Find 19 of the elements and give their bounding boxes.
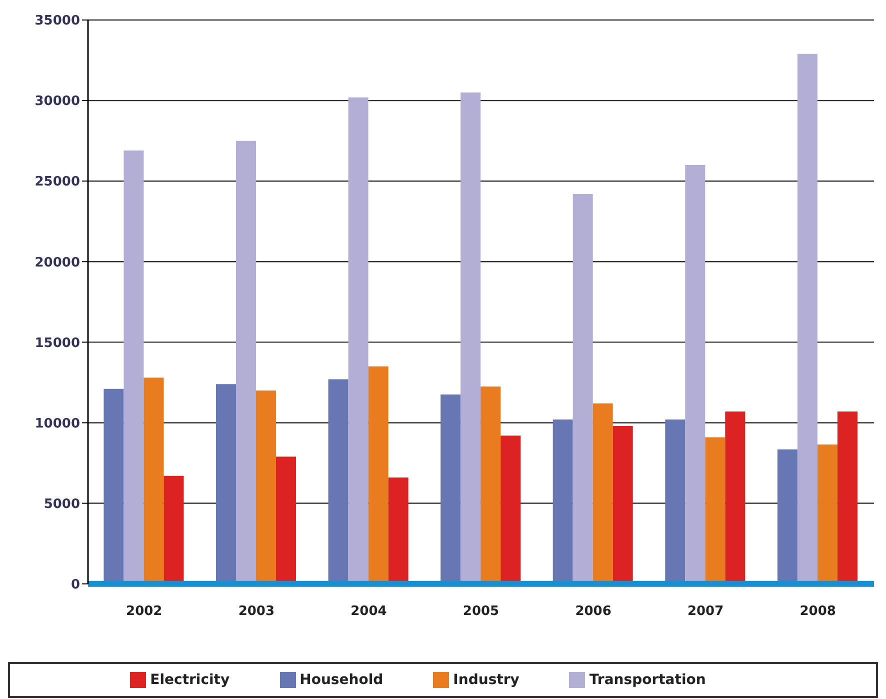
legend-label: Industry [453,672,520,688]
y-tick-label: 20000 [34,255,80,270]
y-tick-label: 10000 [34,416,80,432]
legend-label: Household [300,672,384,688]
x-tick-label: 2006 [575,604,612,620]
x-tick-label: 2008 [800,604,836,620]
y-tick-label: 0 [70,577,80,592]
y-tick-label: 25000 [34,174,80,190]
x-tick-label: 2002 [126,604,162,620]
x-tick-label: 2003 [238,604,275,620]
x-tick-label: 2007 [687,604,724,620]
y-tick-label: 5000 [44,496,80,512]
x-tick-label: 2005 [462,604,500,620]
x-tick-label: 2004 [350,604,387,620]
y-tick-label: 15000 [34,336,80,351]
legend-label: Electricity [150,672,230,688]
legend-label: Transportation [589,672,706,688]
y-tick-label: 30000 [34,94,80,110]
y-tick-label: 35000 [34,14,80,29]
